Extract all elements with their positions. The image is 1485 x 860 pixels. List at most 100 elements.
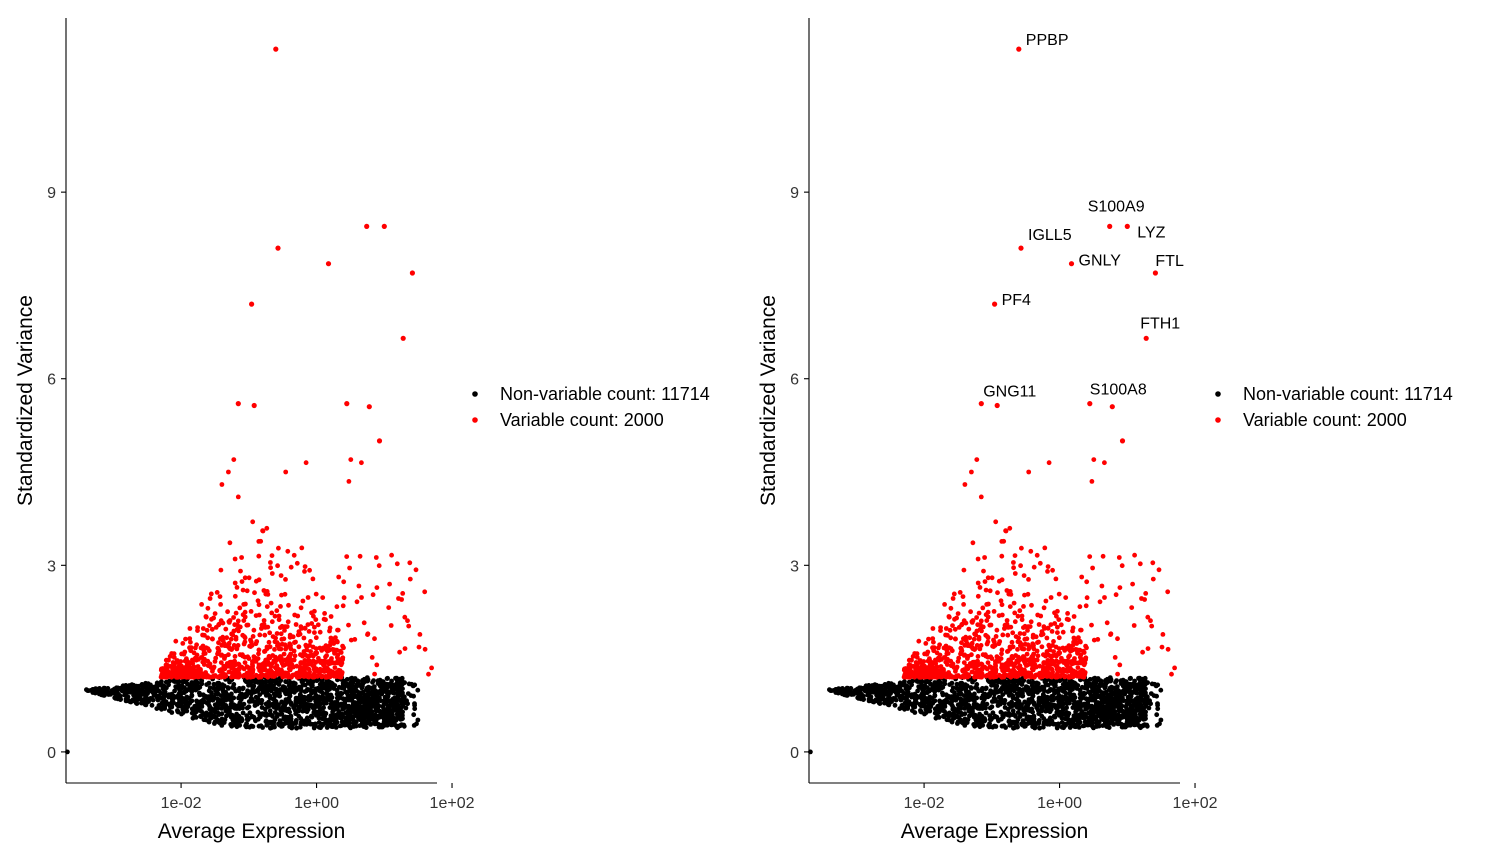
non-variable-gene-point: [964, 683, 970, 689]
variable-gene-point: [312, 624, 317, 630]
variable-gene-point: [306, 629, 312, 634]
variable-gene-point: [205, 663, 211, 669]
non-variable-gene-point: [366, 697, 372, 703]
non-variable-gene-point: [1092, 692, 1098, 698]
non-variable-gene-point: [904, 692, 910, 698]
non-variable-gene-point: [310, 705, 316, 710]
non-variable-gene-point: [1114, 678, 1119, 683]
y-tick-label: 6: [47, 372, 56, 389]
non-variable-gene-point: [992, 714, 997, 720]
variable-gene-point: [1015, 613, 1021, 619]
non-variable-gene-point: [1147, 698, 1152, 704]
variable-gene-point: [978, 643, 984, 648]
variable-gene-point: [250, 634, 256, 639]
highlighted-gene-point: [344, 401, 350, 407]
variable-gene-point: [245, 664, 251, 670]
variable-gene-point: [1010, 630, 1016, 636]
non-variable-gene-point: [861, 696, 866, 702]
non-variable-gene-point: [143, 702, 149, 708]
variable-gene-point: [195, 674, 201, 680]
non-variable-gene-point: [865, 685, 870, 690]
non-variable-gene-point: [180, 706, 186, 712]
variable-gene-point: [200, 632, 206, 638]
non-variable-gene-point: [916, 684, 922, 689]
variable-gene-point: [966, 626, 972, 632]
non-variable-gene-point: [888, 681, 894, 687]
non-variable-gene-point: [164, 693, 170, 698]
variable-gene-point: [224, 635, 230, 641]
variable-gene-point: [335, 627, 341, 633]
non-variable-gene-point: [887, 691, 893, 696]
non-variable-gene-point: [1036, 718, 1042, 723]
non-variable-gene-point: [925, 685, 930, 691]
variable-gene-point: [374, 662, 380, 668]
variable-gene-point: [407, 576, 413, 582]
non-variable-gene-point: [1141, 689, 1147, 695]
non-variable-gene-point: [210, 697, 216, 703]
variable-gene-point: [956, 655, 962, 661]
variable-gene-point: [298, 660, 304, 666]
non-variable-gene-point: [1026, 691, 1032, 697]
variable-gene-point: [942, 602, 947, 607]
variable-gene-point: [987, 622, 993, 628]
non-variable-gene-point: [203, 717, 209, 723]
variable-gene-point: [297, 664, 303, 670]
non-variable-gene-point: [215, 696, 220, 702]
variable-gene-point: [1036, 622, 1042, 627]
non-variable-gene-point: [294, 725, 299, 731]
variable-gene-point: [1005, 632, 1011, 638]
non-variable-gene-point: [938, 685, 944, 691]
variable-gene-point: [260, 528, 266, 534]
variable-gene-point: [961, 567, 967, 573]
variable-gene-point: [286, 602, 291, 608]
non-variable-gene-point: [844, 691, 850, 697]
non-variable-gene-point: [1023, 684, 1029, 689]
variable-gene-point: [952, 636, 958, 642]
non-variable-gene-point: [1157, 721, 1162, 727]
variable-gene-point: [356, 583, 362, 589]
variable-gene-point: [309, 621, 315, 626]
non-variable-gene-point: [148, 696, 154, 701]
variable-gene-point: [209, 636, 215, 642]
non-variable-gene-point: [1138, 702, 1144, 708]
non-variable-gene-point: [199, 678, 205, 684]
non-variable-gene-point: [1010, 708, 1016, 714]
non-variable-gene-point: [1059, 704, 1065, 710]
non-variable-gene-point: [379, 683, 385, 689]
non-variable-gene-point: [409, 681, 414, 687]
non-variable-gene-point: [1027, 679, 1032, 685]
variable-gene-point: [238, 568, 243, 574]
non-variable-gene-point: [1115, 703, 1120, 709]
variable-gene-point: [376, 563, 382, 569]
variable-gene-point: [314, 650, 320, 656]
non-variable-gene-point: [995, 703, 1001, 708]
variable-gene-point: [176, 674, 182, 680]
variable-gene-point: [268, 560, 273, 565]
non-variable-gene-point: [1019, 680, 1025, 685]
variable-gene-point: [303, 652, 309, 658]
non-variable-gene-point: [372, 697, 377, 702]
variable-gene-point: [250, 674, 256, 679]
variable-gene-point: [253, 613, 259, 618]
non-variable-gene-point: [206, 680, 212, 686]
non-variable-gene-point: [118, 696, 123, 702]
variable-gene-point: [255, 598, 261, 604]
non-variable-gene-point: [856, 687, 862, 693]
variable-gene-point: [252, 657, 257, 662]
non-variable-gene-point: [139, 687, 145, 693]
variable-gene-point: [959, 622, 964, 628]
variable-gene-point: [950, 596, 956, 601]
variable-gene-point: [258, 538, 264, 544]
non-variable-gene-point: [179, 700, 185, 705]
non-variable-gene-point: [1134, 690, 1140, 696]
non-variable-gene-point: [293, 700, 299, 705]
non-variable-gene-point: [320, 716, 325, 721]
variable-gene-point: [240, 612, 246, 618]
non-variable-gene-point: [1062, 696, 1068, 702]
variable-gene-point: [211, 673, 216, 679]
non-variable-gene-point: [897, 688, 903, 693]
variable-gene-point: [219, 482, 225, 487]
variable-gene-point: [322, 611, 327, 616]
variable-gene-point: [1055, 630, 1060, 635]
